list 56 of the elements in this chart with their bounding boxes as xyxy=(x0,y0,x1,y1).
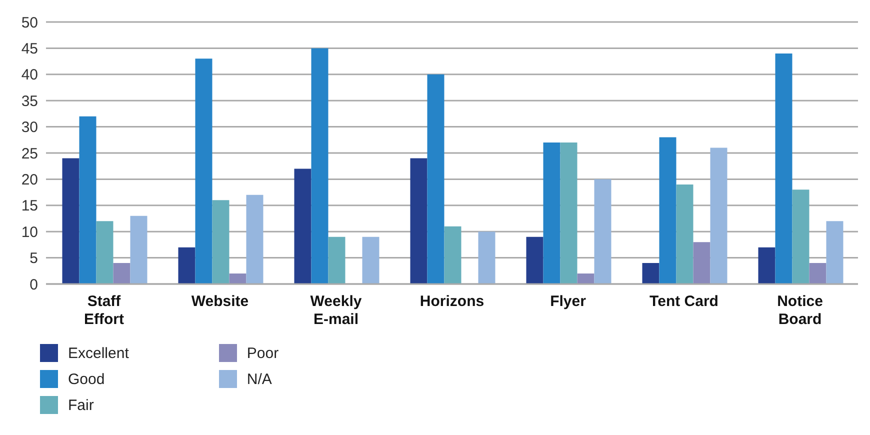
x-tick-label: Notice Board xyxy=(777,293,823,328)
bar xyxy=(195,58,212,284)
y-tick-label: 45 xyxy=(21,40,38,58)
bar xyxy=(444,226,462,284)
x-tick-label: Weekly E-mail xyxy=(310,293,362,328)
bar xyxy=(642,263,660,284)
legend-label: Excellent xyxy=(68,344,129,362)
bar xyxy=(560,142,578,284)
bar xyxy=(577,274,594,284)
bar xyxy=(130,216,148,284)
bar xyxy=(229,274,246,284)
bar xyxy=(693,242,710,284)
y-tick-label: 40 xyxy=(21,66,38,84)
y-tick-label: 5 xyxy=(30,250,38,268)
bar xyxy=(594,179,612,284)
bar xyxy=(96,221,114,284)
bar xyxy=(362,236,380,284)
x-tick-label: Staff Effort xyxy=(84,293,124,328)
bar xyxy=(758,247,776,284)
bar xyxy=(113,263,130,284)
bar xyxy=(311,48,328,284)
bar xyxy=(478,232,496,284)
legend-label: Fair xyxy=(68,396,94,414)
y-tick-label: 15 xyxy=(21,198,38,215)
bar xyxy=(526,236,544,284)
bar xyxy=(79,116,96,284)
x-tick-label: Flyer xyxy=(550,293,586,310)
bar xyxy=(410,158,428,284)
y-tick-label: 20 xyxy=(21,172,38,189)
bar xyxy=(178,247,196,284)
y-tick-label: 25 xyxy=(21,145,38,162)
bar xyxy=(676,184,694,284)
legend-label: Poor xyxy=(246,344,279,362)
y-tick-label: 10 xyxy=(21,224,38,241)
y-tick-label: 0 xyxy=(30,276,38,294)
bar xyxy=(246,194,264,284)
bar xyxy=(212,200,230,284)
y-tick-label: 30 xyxy=(21,119,38,136)
x-tick-label: Horizons xyxy=(420,293,484,310)
y-tick-label: 35 xyxy=(21,92,38,110)
bar xyxy=(294,168,312,284)
bar xyxy=(775,53,792,284)
bar xyxy=(427,74,444,284)
bar xyxy=(543,142,560,284)
bar xyxy=(809,263,826,284)
bar xyxy=(659,137,676,284)
bar xyxy=(792,190,810,284)
bar xyxy=(328,236,346,284)
x-tick-label: Website xyxy=(191,293,249,310)
bar xyxy=(62,158,80,284)
y-tick-label: 50 xyxy=(21,14,38,32)
legend-label: Good xyxy=(68,370,105,388)
legend-label: N/A xyxy=(246,370,272,388)
x-tick-label: Tent Card xyxy=(650,293,718,310)
bar xyxy=(826,221,844,284)
bar xyxy=(710,148,728,284)
